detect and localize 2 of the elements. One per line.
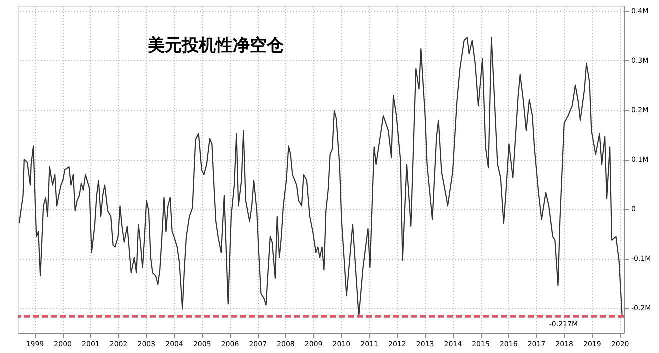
line-series (18, 37, 623, 318)
text: 美元投机性净空仓 (147, 36, 285, 56)
